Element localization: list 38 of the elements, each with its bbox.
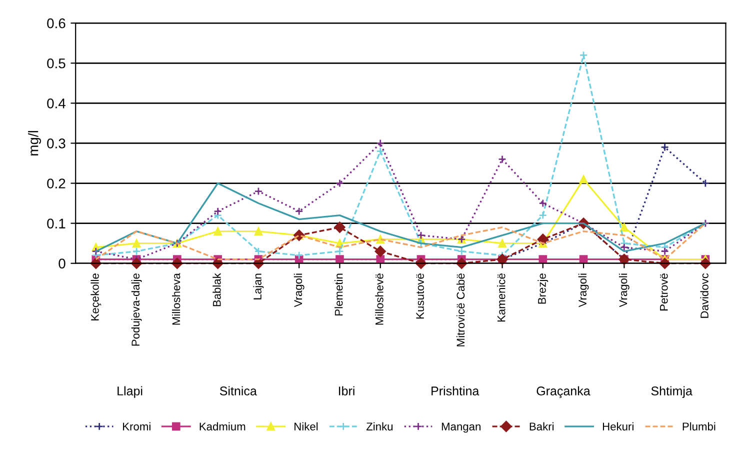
- x-tick-label: Davidovc: [700, 273, 708, 318]
- legend-label: Hekuri: [602, 422, 634, 430]
- text: Graçanka: [536, 386, 590, 398]
- legend-label: Bakri: [530, 422, 554, 430]
- y-tick-label: 0.6: [47, 18, 66, 28]
- y-tick-label: 0.1: [47, 218, 66, 228]
- text: Ibri: [338, 386, 354, 396]
- legend-label: Mangan: [442, 422, 480, 433]
- text: Shtimja: [651, 386, 692, 398]
- text: Prishtina: [432, 386, 480, 396]
- x-tick-label: Petrovë: [660, 274, 668, 310]
- text: Sitnica: [220, 386, 257, 396]
- x-tick-label: Podujeva-dalje: [131, 274, 142, 346]
- legend-label: Nikel: [294, 422, 318, 430]
- legend-label: Kromi: [123, 422, 150, 430]
- x-tick-label: Kusutovë: [416, 274, 424, 318]
- x-tick-label: Brezje: [538, 274, 548, 304]
- legend-label: Zinku: [366, 422, 393, 430]
- x-tick-label: Lajan: [253, 274, 264, 300]
- y-tick-label: 0: [58, 258, 66, 269]
- y-tick-label: 0.3: [47, 138, 66, 148]
- legend-label: Plumbi: [682, 422, 716, 430]
- y-tick-label: 0.4: [47, 98, 66, 108]
- x-tick-label: Kamenicë: [497, 274, 506, 322]
- text: Llapi: [118, 386, 142, 398]
- x-tick-label: Milloshevë: [375, 274, 384, 325]
- x-tick-label: Vragoli: [578, 274, 589, 308]
- y-tick-label: 0.2: [47, 178, 66, 188]
- x-tick-label: Vragoli: [618, 274, 630, 308]
- y-tick-label: 0.5: [47, 58, 66, 68]
- x-tick-label: Mitrovicë Cabë: [456, 274, 465, 346]
- y-axis-title: mg/l: [28, 131, 42, 156]
- x-tick-label: Bablak: [212, 273, 221, 306]
- x-tick-label: Plemetin: [334, 274, 343, 316]
- x-tick-label: Vragoli: [294, 274, 304, 308]
- x-tick-label: Keçekolle: [90, 274, 102, 320]
- x-tick-label: Millosheva: [172, 273, 180, 325]
- legend-label: Kadmium: [200, 422, 246, 430]
